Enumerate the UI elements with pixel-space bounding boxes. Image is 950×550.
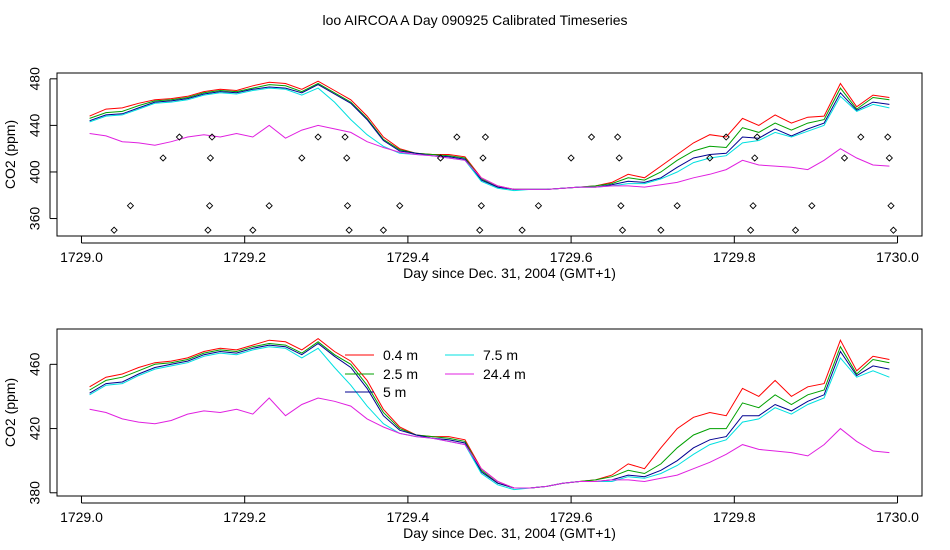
panel2-x-axis-label: Day since Dec. 31, 2004 (GMT+1) [403, 525, 616, 541]
panel1-scatter-point [887, 202, 895, 210]
panel2-data-group [89, 337, 890, 491]
panel2-x-tick-label: 1729.8 [713, 509, 756, 525]
panel1-scatter-point [657, 226, 665, 234]
panel1-y-tick-label: 480 [27, 67, 43, 91]
panel1-scatter-point [205, 202, 214, 210]
panel2-frame [56, 328, 923, 497]
panel1-scatter-point [706, 154, 714, 162]
panel2-x-tick-label: 1729.6 [550, 509, 593, 525]
panel2-y-axis-label: CO2 (ppm) [2, 378, 18, 447]
panel1-scatter-point [808, 202, 816, 210]
legend-label: 0.4 m [383, 347, 418, 363]
panel1-scatter-point [159, 154, 167, 162]
panel1-data-group [89, 80, 898, 234]
panel1-scatter-point [298, 154, 306, 162]
panel1-series-line-5 [89, 124, 890, 190]
legend-label: 24.4 m [483, 366, 526, 382]
panel1-scatter-point [613, 133, 622, 141]
panel1-series-line-3 [89, 84, 890, 190]
chart-title: loo AIRCOA A Day 090925 Calibrated Times… [322, 12, 628, 28]
panel2-y-tick-label: 420 [27, 417, 43, 441]
panel1-scatter-point [481, 133, 490, 141]
panel1-series-line-4 [89, 87, 890, 192]
panel1-x-axis-label: Day since Dec. 31, 2004 (GMT+1) [403, 265, 616, 281]
panel2-series-line-7-5-m [89, 346, 890, 491]
panel1-scatter-point [722, 133, 730, 141]
panel1-scatter-point [345, 226, 353, 234]
legend-label: 2.5 m [383, 366, 418, 382]
panel2-series-line-2-5-m [89, 341, 890, 489]
panel1-scatter-point [753, 133, 761, 141]
panel1-scatter-point [751, 154, 759, 162]
panel1-y-axis-label: CO2 (ppm) [2, 120, 18, 189]
panel1-scatter-point [175, 133, 184, 141]
panel1-x-tick-label: 1729.0 [60, 249, 103, 265]
panel1-scatter-point [518, 226, 526, 234]
panel1-scatter-point [126, 202, 135, 210]
legend-label: 5 m [383, 384, 406, 400]
panel1-scatter-point [341, 133, 349, 141]
panel1-scatter-point [379, 226, 388, 234]
panel1-y-tick-label: 440 [27, 114, 43, 138]
panel1-scatter-point [249, 226, 257, 234]
panel1-scatter-point [791, 226, 800, 234]
panel1-scatter-point [587, 133, 596, 141]
panel1-scatter-point [857, 133, 865, 141]
panel1-scatter-point [206, 154, 215, 162]
panel1-scatter-point [453, 133, 461, 141]
panel1-scatter-point [436, 154, 445, 162]
panel1-scatter-point [534, 202, 543, 210]
panel1-y-tick-label: 400 [27, 160, 43, 184]
legend-label: 7.5 m [483, 347, 518, 363]
panel1-scatter-point [889, 226, 898, 234]
panel1-scatter-point [204, 226, 212, 234]
panel2-x-tick-label: 1730.0 [876, 509, 919, 525]
panel1-scatter-point [673, 202, 681, 210]
panel1-x-tick-label: 1729.6 [550, 249, 593, 265]
panel1-scatter-point [343, 154, 351, 162]
panel2-x-tick-label: 1729.0 [60, 509, 103, 525]
panel2-series-line-5-m [89, 342, 890, 489]
panel1-scatter-point [476, 226, 484, 234]
panel1-scatter-point [749, 202, 757, 210]
panel1-scatter-point [343, 202, 352, 210]
panel1-scatter-point [208, 133, 216, 141]
panel1-scatter-point [884, 133, 892, 141]
panel1-x-tick-label: 1729.8 [713, 249, 756, 265]
panel1-scatter-point [567, 154, 575, 162]
panel1-scatter-point [840, 154, 849, 162]
panel1-y-tick-label: 360 [27, 207, 43, 231]
panel1-scatter-point [110, 226, 118, 234]
panel1-scatter-point [746, 226, 755, 234]
panel1-x-tick-label: 1729.4 [386, 249, 429, 265]
panel1-scatter-point [479, 154, 487, 162]
panel1-frame [56, 72, 923, 237]
panel1-series-line-2 [89, 82, 890, 190]
panel1-scatter-point [615, 154, 623, 162]
panel2-x-tick-label: 1729.4 [386, 509, 429, 525]
panel1-scatter-point [265, 202, 273, 210]
panel1-x-tick-label: 1729.2 [223, 249, 266, 265]
panel2-series-line-24-4-m [89, 397, 890, 489]
panel1-scatter-point [618, 226, 627, 234]
panel1-scatter-point [885, 154, 893, 162]
panel1-scatter-point [617, 202, 625, 210]
panel1-scatter-point [396, 202, 404, 210]
panel2-y-tick-label: 380 [27, 481, 43, 505]
panel1-x-tick-label: 1730.0 [876, 249, 919, 265]
panel2-x-tick-label: 1729.2 [223, 509, 266, 525]
panel1-scatter-point [477, 202, 485, 210]
panel2-y-tick-label: 460 [27, 352, 43, 376]
panel1-scatter-point [314, 133, 322, 141]
